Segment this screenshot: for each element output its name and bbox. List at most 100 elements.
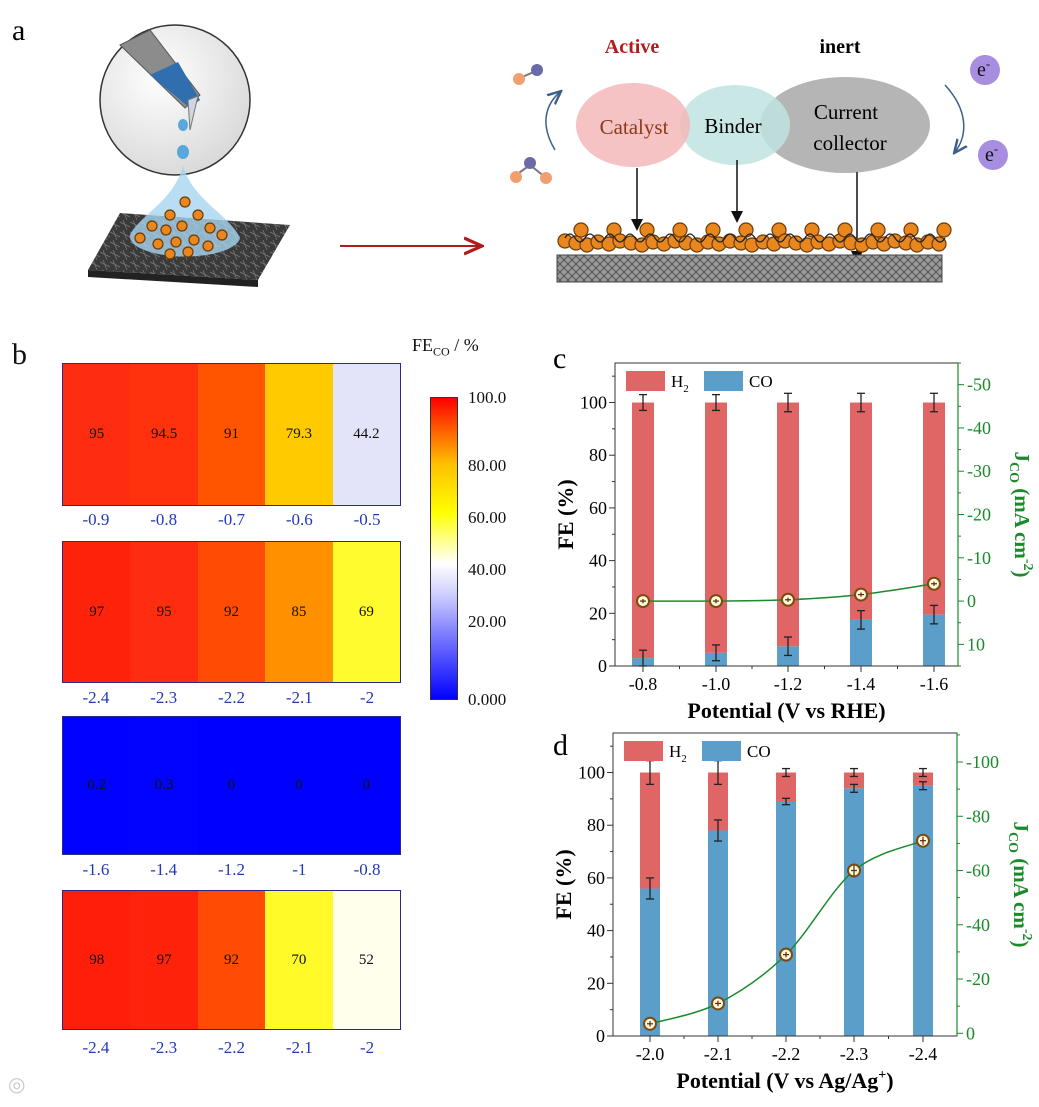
bar-co — [923, 614, 945, 666]
jco-point — [927, 576, 941, 591]
heatmap-cell: 0 — [197, 717, 266, 854]
jco-point — [643, 1016, 657, 1031]
inert-label: inert — [819, 36, 860, 58]
colorbar-title: FECO / % — [412, 335, 479, 359]
error-bar — [712, 393, 720, 412]
current-collector-bar — [556, 254, 943, 283]
legend-label-h2: H2 — [671, 372, 689, 395]
heatmap-row: 97 95 92 85 69 — [62, 541, 401, 683]
potential-label: -0.8 — [150, 510, 178, 529]
heatmap-potential-labels: -1.6 -1.4 -1.2 -1 -0.8 — [62, 860, 401, 880]
bar-co — [777, 646, 799, 666]
x-axis-title-sup: + — [878, 1068, 886, 1083]
y-tick-label: 0 — [598, 656, 607, 676]
collector-label-line1: Current — [814, 100, 878, 124]
bar-h2 — [776, 772, 796, 802]
error-bar — [712, 644, 720, 662]
legend-text: H — [671, 372, 683, 391]
panel-letter-b: b — [12, 338, 27, 371]
electron-icon: e- — [978, 140, 1008, 170]
electron-flow-arrow-icon — [944, 84, 964, 152]
x-tick-label: -2.2 — [772, 1044, 801, 1064]
x-tick-label: -1.6 — [920, 674, 949, 694]
y2-title-sup: -2 — [1019, 929, 1034, 941]
legend-swatch-h2 — [626, 371, 665, 391]
heatmap-cell: 52 — [332, 891, 401, 1029]
colorbar-tick: 20.00 — [468, 612, 507, 631]
y2-axis-title: JCO (mA cm-2) — [1005, 822, 1034, 948]
potential-label: -2 — [360, 1038, 375, 1057]
heatmap-cell: 79.3 — [265, 364, 333, 505]
legend-label-co: CO — [749, 372, 773, 391]
heatmap-cell: 97 — [130, 891, 198, 1029]
y-tick-label: 80 — [587, 815, 605, 835]
heatmap-cell: 69 — [332, 542, 401, 682]
jco-point — [779, 947, 793, 962]
potential-label: -1 — [292, 860, 307, 879]
y-tick-label: 0 — [596, 1026, 605, 1046]
y2-tick-label: -20 — [966, 969, 990, 989]
y2-title-end: ) — [1009, 940, 1033, 947]
heatmap-potential-labels: -2.4 -2.3 -2.2 -2.1 -2 — [62, 688, 401, 708]
heatmap-cell: 70 — [265, 891, 333, 1029]
potential-label: -2.2 — [218, 1038, 245, 1057]
y2-tick-label: 0 — [966, 1023, 975, 1043]
y2-tick-label: -60 — [966, 861, 990, 881]
error-bar — [857, 610, 865, 630]
x-tick-label: -0.8 — [629, 674, 658, 694]
x-tick-label: -1.2 — [774, 674, 803, 694]
y-tick-label: 20 — [589, 603, 607, 623]
bar-h2 — [708, 772, 728, 831]
y2-tick-label: -40 — [967, 418, 991, 438]
x-tick-label: -1.4 — [847, 674, 876, 694]
droplet-icon — [178, 119, 188, 131]
legend: H2 CO — [624, 741, 771, 765]
error-bar — [639, 393, 647, 412]
x-axis-title: Potential (V vs Ag/Ag+) — [676, 1068, 893, 1093]
y2-axis-title: JCO (mA cm-2) — [1006, 452, 1035, 578]
y2-tick-label: -10 — [967, 548, 991, 568]
y-tick-label: 40 — [587, 921, 605, 941]
y-axis-title: FE (%) — [553, 479, 578, 549]
error-bar — [930, 392, 938, 413]
potential-label: -2.1 — [285, 688, 313, 707]
electron-icon: e- — [970, 55, 1000, 85]
y2-tick-label: -40 — [966, 915, 990, 935]
potential-label: -1.6 — [82, 860, 110, 879]
co2-molecule-icon — [510, 157, 552, 184]
bar-co — [913, 785, 933, 1036]
bar-h2 — [923, 402, 945, 615]
error-bar — [850, 783, 858, 793]
heatmap-cell: 0.2 — [63, 717, 131, 854]
y2-title-end: ) — [1010, 570, 1034, 577]
heatmap-cell: 94.5 — [130, 364, 198, 505]
error-bar — [784, 392, 792, 413]
legend-label-co: CO — [747, 742, 771, 761]
error-bar — [782, 797, 790, 806]
bar-co — [708, 830, 728, 1036]
jco-point — [854, 587, 868, 602]
colorbar — [430, 397, 458, 700]
collector-label-line2: collector — [813, 131, 886, 155]
potential-label: -2.1 — [285, 1038, 313, 1057]
x-tick-label: -2.1 — [704, 1044, 733, 1064]
y2-tick-label: 0 — [967, 591, 976, 611]
colorbar-tick: 40.00 — [468, 560, 507, 579]
legend: H2 CO — [626, 371, 773, 395]
jco-point — [781, 592, 795, 607]
potential-label: -2.3 — [150, 688, 178, 707]
y-tick-label: 60 — [589, 498, 607, 518]
y2-tick-label: -100 — [966, 752, 999, 772]
jco-point — [709, 594, 723, 609]
bar-h2 — [913, 772, 933, 786]
error-bar — [714, 819, 722, 842]
legend-subscript: 2 — [681, 753, 687, 765]
binder-ellipse — [680, 85, 790, 165]
panel-letter-d: d — [553, 729, 568, 762]
chart-c: c-0.8 -1.0 -1.2 -1.4 -1.6020406080100100-10-… — [553, 342, 1035, 723]
ink-droplet-cone — [129, 165, 240, 260]
current-collector-ellipse — [760, 77, 930, 173]
bar-co — [850, 619, 872, 666]
watermark: ◎ — [8, 1072, 26, 1096]
